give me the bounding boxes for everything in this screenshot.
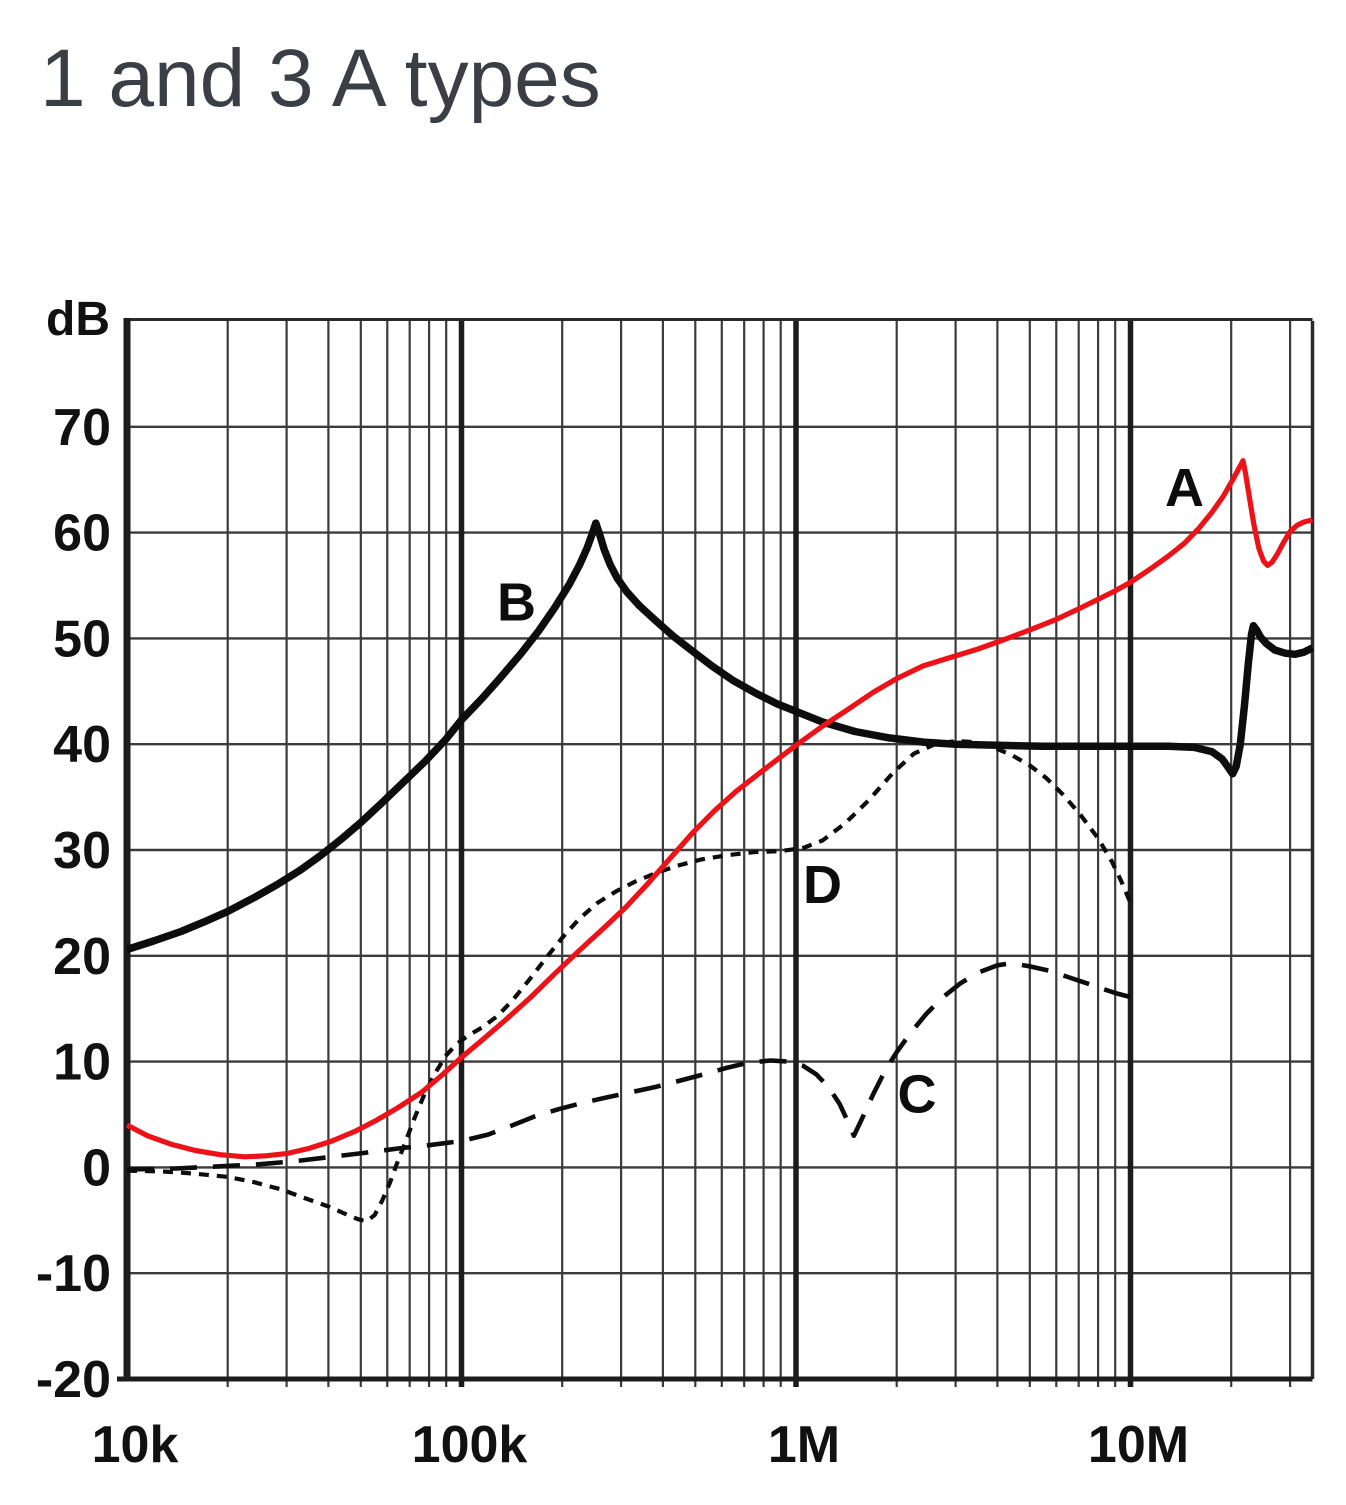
y-axis-unit-label: dB [46,293,110,346]
curve-label-B: B [497,572,536,632]
curve-A [125,458,1314,1160]
curve-D [126,738,1133,1224]
x-tick-label-100k: 100k [412,1416,528,1474]
curve-label-C: C [897,1064,936,1124]
y-tick-label-40: 40 [53,716,111,774]
y-tick-label-30: 30 [53,822,111,880]
x-tick-label-1M: 1M [768,1416,840,1474]
y-tick-label-50: 50 [53,610,111,668]
y-tick-label-60: 60 [53,505,111,563]
y-tick-label-70: 70 [53,399,111,457]
y-tick-label--10: -10 [36,1245,111,1303]
y-tick-label--20: -20 [36,1351,111,1409]
curve-C [126,960,1132,1172]
curve-B [125,519,1315,954]
page-title: 1 and 3 A types [40,33,601,124]
curve-label-D: D [803,855,842,915]
x-tick-label-10k: 10k [92,1416,179,1474]
x-tick-label-10M: 10M [1088,1416,1189,1474]
y-tick-label-20: 20 [53,928,111,986]
curve-label-A: A [1165,458,1204,518]
y-tick-label-0: 0 [82,1139,111,1197]
y-tick-label-10: 10 [53,1034,111,1092]
